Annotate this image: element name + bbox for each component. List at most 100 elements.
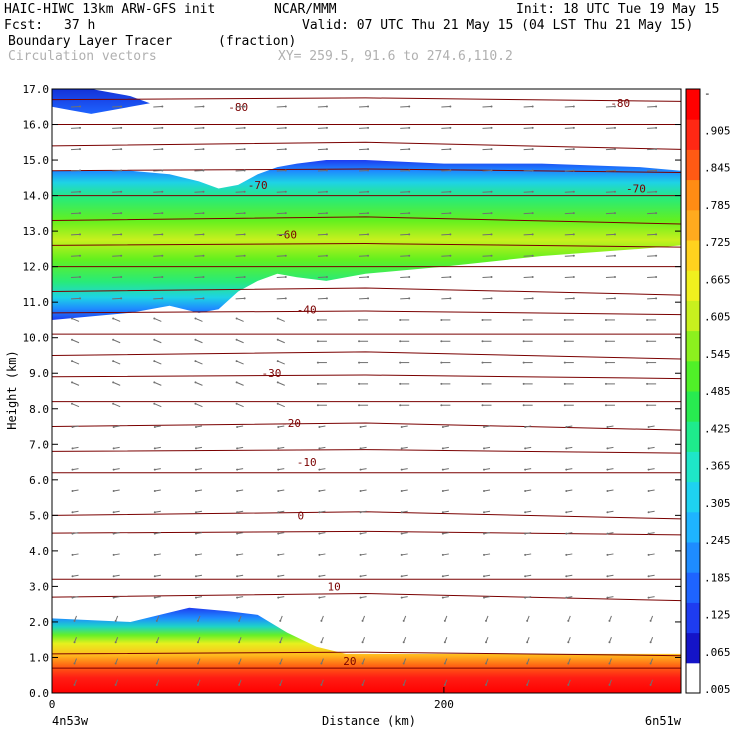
- circulation-vector-head: [238, 683, 241, 686]
- circulation-vector-head: [194, 381, 197, 384]
- circulation-vector: [359, 106, 369, 108]
- circulation-vector-head: [441, 511, 444, 514]
- circulation-vector: [441, 212, 451, 215]
- circulation-vector-head: [71, 532, 74, 535]
- circulation-vector: [360, 468, 367, 471]
- circulation-vector: [483, 446, 491, 449]
- circulation-vector: [400, 106, 410, 108]
- circulation-vector-head: [236, 468, 239, 471]
- circulation-vector: [112, 233, 122, 236]
- circulation-vector-head: [531, 169, 534, 172]
- colorbar-swatch: [686, 451, 700, 483]
- circulation-vector-head: [400, 489, 403, 492]
- colorbar-label: .845: [704, 162, 731, 175]
- circulation-vector: [566, 574, 573, 577]
- circulation-vector: [71, 403, 80, 408]
- circulation-vector-head: [408, 233, 411, 236]
- circulation-vector-head: [71, 381, 74, 384]
- circulation-vector-head: [153, 381, 156, 384]
- circulation-vector-head: [316, 361, 319, 364]
- circulation-vector-head: [408, 276, 411, 279]
- circulation-vector-head: [325, 233, 328, 236]
- circulation-vector-head: [194, 426, 197, 429]
- circulation-vector-head: [565, 489, 568, 492]
- circulation-vector-head: [320, 641, 323, 644]
- circulation-vector-head: [400, 511, 403, 514]
- circulation-vector-head: [402, 683, 405, 686]
- circulation-vector-head: [243, 212, 246, 215]
- circulation-vector: [647, 127, 657, 129]
- circulation-vector-head: [196, 662, 199, 665]
- circulation-vector-head: [441, 489, 444, 492]
- circulation-vector: [483, 489, 491, 492]
- colorbar-swatch: [686, 511, 700, 543]
- circulation-vector-head: [649, 662, 652, 665]
- circulation-vector: [401, 553, 408, 556]
- circulation-vector-head: [73, 619, 76, 622]
- circulation-vector: [235, 233, 245, 236]
- y-axis: 0.0 1.0 2.0 3.0 4.0 5.0 6.0 7.0 8.0 9.0 10.0 11.0 12…: [23, 83, 681, 700]
- circulation-vector: [401, 532, 408, 535]
- circulation-vector-head: [359, 468, 362, 471]
- circulation-vector-head: [655, 297, 658, 300]
- circulation-vector-head: [243, 126, 246, 129]
- circulation-vector-head: [483, 575, 486, 578]
- circulation-vector: [607, 468, 614, 471]
- circulation-vector-head: [194, 447, 197, 450]
- circulation-vector-head: [112, 468, 115, 471]
- circulation-vector: [153, 276, 163, 279]
- circulation-vector-head: [153, 553, 156, 556]
- y-tick-label: 1.0: [29, 651, 49, 664]
- circulation-vector-head: [408, 190, 411, 193]
- circulation-vector: [72, 596, 79, 599]
- circulation-vector-head: [524, 596, 527, 599]
- circulation-vector: [441, 191, 451, 193]
- isotherm-label: -10: [297, 456, 317, 469]
- circulation-vector-head: [112, 553, 115, 556]
- circulation-vector: [70, 148, 81, 151]
- circulation-vector-head: [279, 683, 282, 686]
- circulation-vector-head: [325, 169, 328, 172]
- circulation-vector-head: [161, 297, 164, 300]
- circulation-vector: [278, 510, 285, 513]
- circulation-vector-head: [194, 338, 197, 341]
- circulation-vector: [195, 532, 203, 535]
- circulation-vector-head: [112, 426, 115, 429]
- circulation-vector: [276, 191, 286, 193]
- circulation-vector-head: [490, 126, 493, 129]
- isotherm-line: [51, 374, 682, 380]
- circulation-vector-head: [647, 553, 650, 556]
- circulation-vector-head: [153, 511, 156, 514]
- circulation-vector-head: [325, 276, 328, 279]
- circulation-vector-head: [567, 662, 570, 665]
- circulation-vector-head: [408, 212, 411, 215]
- circulation-vector-head: [481, 361, 484, 364]
- circulation-vector-head: [359, 447, 362, 450]
- circulation-vector-head: [522, 382, 525, 385]
- circulation-vector-head: [490, 190, 493, 193]
- circulation-vector-head: [277, 468, 280, 471]
- circulation-vector: [401, 425, 408, 428]
- y-tick-label: 12.0: [23, 261, 50, 274]
- circulation-vector-head: [112, 447, 115, 450]
- circulation-vector-head: [563, 318, 566, 321]
- circulation-vector-head: [114, 641, 117, 644]
- circulation-vector-head: [359, 532, 362, 535]
- circulation-vector: [70, 212, 81, 215]
- colorbar-label: .725: [704, 236, 731, 249]
- circulation-vector: [566, 532, 573, 535]
- circulation-vector: [72, 489, 79, 492]
- circulation-vector-head: [400, 426, 403, 429]
- circulation-vector-head: [449, 169, 452, 172]
- circulation-vector-head: [320, 662, 323, 665]
- circulation-vector: [276, 233, 286, 236]
- circulation-vector-head: [649, 641, 652, 644]
- circulation-vector: [70, 106, 81, 108]
- circulation-vector: [566, 425, 573, 428]
- circulation-vector: [564, 276, 574, 279]
- circulation-vector-head: [400, 447, 403, 450]
- circulation-vector: [112, 317, 121, 322]
- circulation-vector-head: [112, 360, 115, 363]
- circulation-vector-head: [114, 662, 117, 665]
- y-tick-label: 6.0: [29, 474, 49, 487]
